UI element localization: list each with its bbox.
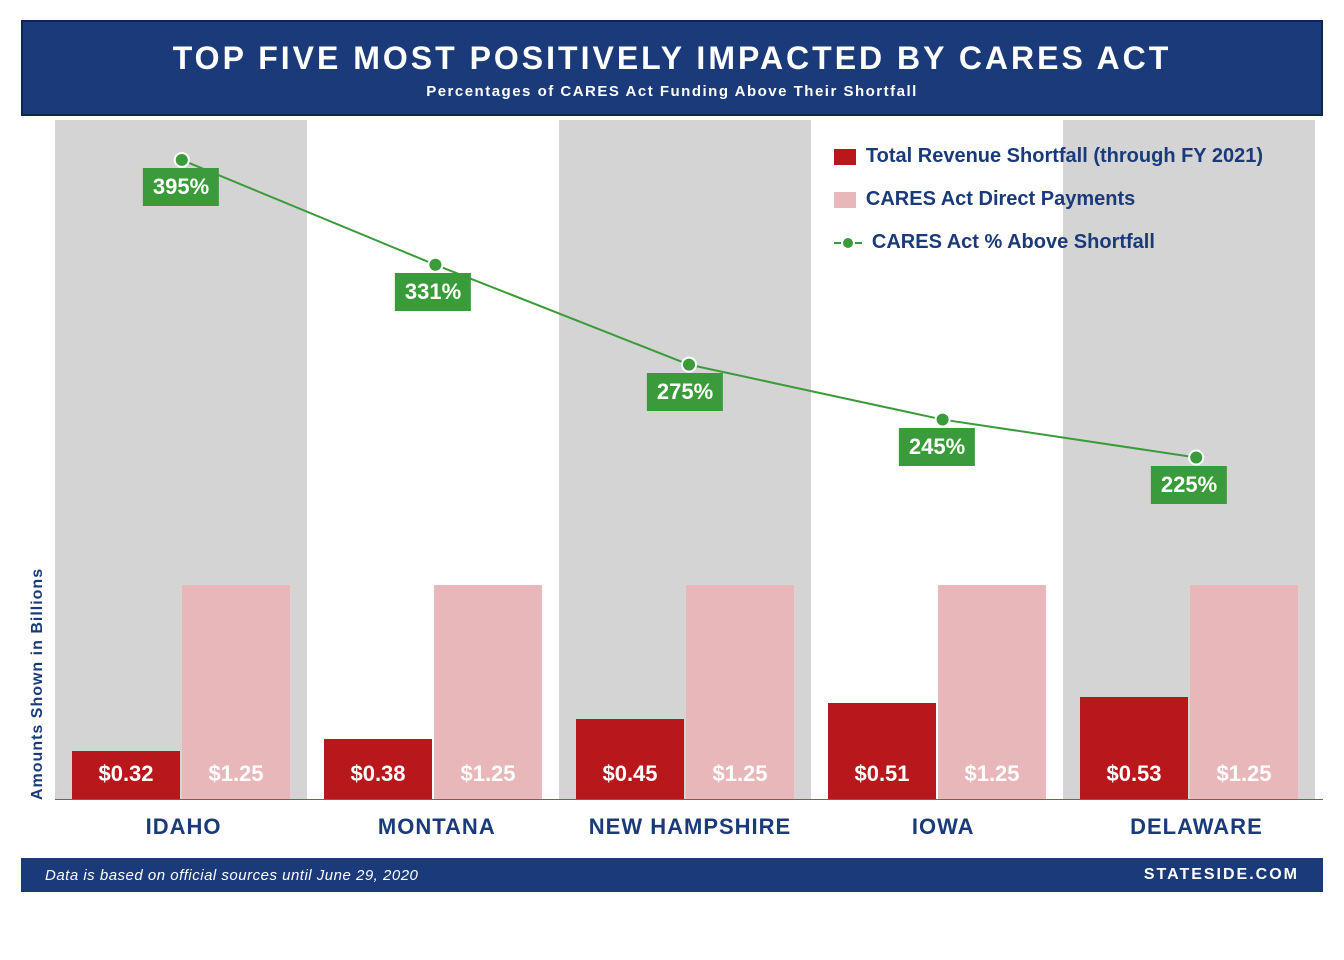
x-axis-category-label: IDAHO bbox=[57, 800, 310, 854]
pct-above-label: 225% bbox=[1151, 466, 1227, 504]
chart-title: TOP FIVE MOST POSITIVELY IMPACTED BY CAR… bbox=[43, 40, 1301, 77]
plot-wrapper: Amounts Shown in Billions Total Revenue … bbox=[21, 120, 1323, 800]
pct-above-label: 275% bbox=[647, 373, 723, 411]
x-axis-category-label: DELAWARE bbox=[1070, 800, 1323, 854]
legend-swatch-shortfall bbox=[834, 149, 856, 165]
y-axis-label: Amounts Shown in Billions bbox=[21, 120, 55, 800]
bar-cares: $1.25 bbox=[182, 585, 290, 799]
x-axis-category-label: MONTANA bbox=[310, 800, 563, 854]
legend-item-cares: CARES Act Direct Payments bbox=[834, 188, 1263, 211]
bar-value-label: $1.25 bbox=[964, 761, 1019, 787]
footer-brand: STATESIDE.COM bbox=[1144, 866, 1299, 884]
pct-above-label: 331% bbox=[395, 273, 471, 311]
bar-cares: $1.25 bbox=[1190, 585, 1298, 799]
bar-value-label: $1.25 bbox=[712, 761, 767, 787]
pct-above-label: 395% bbox=[143, 168, 219, 206]
legend-label: CARES Act Direct Payments bbox=[866, 188, 1135, 211]
bar-value-label: $1.25 bbox=[1216, 761, 1271, 787]
plot-area: Total Revenue Shortfall (through FY 2021… bbox=[55, 120, 1323, 800]
bar-shortfall: $0.38 bbox=[324, 739, 432, 799]
x-axis-category-label: NEW HAMPSHIRE bbox=[563, 800, 816, 854]
legend: Total Revenue Shortfall (through FY 2021… bbox=[834, 145, 1263, 274]
bar-shortfall: $0.45 bbox=[576, 719, 684, 799]
bar-value-label: $0.45 bbox=[602, 761, 657, 787]
x-axis-category-label: IOWA bbox=[817, 800, 1070, 854]
pct-above-label: 245% bbox=[899, 428, 975, 466]
x-axis-labels: IDAHOMONTANANEW HAMPSHIREIOWADELAWARE bbox=[57, 800, 1323, 854]
legend-label: CARES Act % Above Shortfall bbox=[872, 231, 1155, 254]
bar-value-label: $0.38 bbox=[350, 761, 405, 787]
chart-header: TOP FIVE MOST POSITIVELY IMPACTED BY CAR… bbox=[21, 20, 1323, 116]
chart-container: TOP FIVE MOST POSITIVELY IMPACTED BY CAR… bbox=[21, 20, 1323, 892]
legend-swatch-cares bbox=[834, 192, 856, 208]
chart-subtitle: Percentages of CARES Act Funding Above T… bbox=[43, 83, 1301, 100]
bar-cares: $1.25 bbox=[434, 585, 542, 799]
bar-value-label: $1.25 bbox=[460, 761, 515, 787]
bar-value-label: $0.51 bbox=[854, 761, 909, 787]
bar-cares: $1.25 bbox=[938, 585, 1046, 799]
bar-shortfall: $0.53 bbox=[1080, 697, 1188, 799]
legend-item-pct: CARES Act % Above Shortfall bbox=[834, 231, 1263, 254]
bar-shortfall: $0.32 bbox=[72, 751, 180, 799]
bar-cares: $1.25 bbox=[686, 585, 794, 799]
legend-label: Total Revenue Shortfall (through FY 2021… bbox=[866, 145, 1263, 168]
bar-shortfall: $0.51 bbox=[828, 703, 936, 799]
legend-swatch-line bbox=[834, 242, 862, 244]
bar-value-label: $0.53 bbox=[1106, 761, 1161, 787]
chart-footer: Data is based on official sources until … bbox=[21, 858, 1323, 892]
footer-source: Data is based on official sources until … bbox=[45, 867, 418, 884]
legend-item-shortfall: Total Revenue Shortfall (through FY 2021… bbox=[834, 145, 1263, 168]
bar-value-label: $1.25 bbox=[208, 761, 263, 787]
bar-value-label: $0.32 bbox=[98, 761, 153, 787]
